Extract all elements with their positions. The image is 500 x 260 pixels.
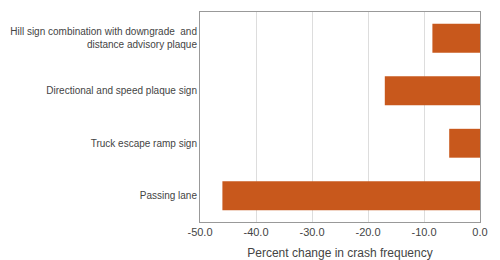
svg-text:-20.0: -20.0 [355,226,380,238]
svg-text:-40.0: -40.0 [243,226,268,238]
svg-text:Truck escape ramp sign: Truck escape ramp sign [91,138,197,149]
svg-text:Hill sign combination with dow: Hill sign combination with downgrade and… [10,26,197,50]
svg-text:-30.0: -30.0 [299,226,324,238]
svg-text:0.0: 0.0 [472,226,487,238]
svg-text:Directional and speed plaque s: Directional and speed plaque sign [46,85,197,96]
svg-text:-50.0: -50.0 [187,226,212,238]
svg-text:Percent change in crash freque: Percent change in crash frequency [247,246,432,260]
svg-text:Passing lane: Passing lane [140,190,198,201]
svg-text:-10.0: -10.0 [411,226,436,238]
